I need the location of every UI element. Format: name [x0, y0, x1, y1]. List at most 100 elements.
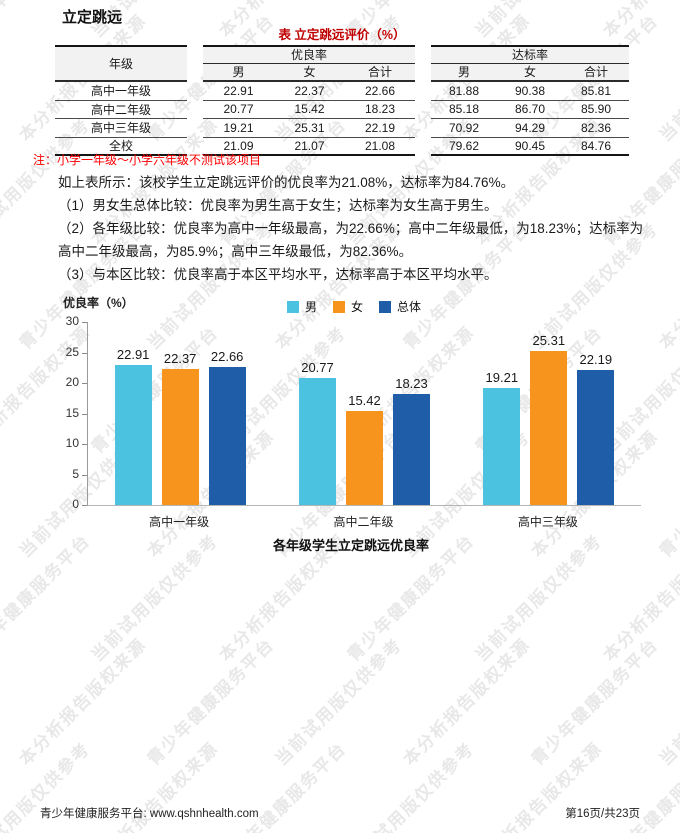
y-tick-mark: [82, 352, 87, 354]
excellent-female-value: 25.31: [274, 119, 345, 138]
bar-wrap: 22.66: [208, 349, 246, 505]
chart-y-axis-label: 优良率（%）: [63, 296, 134, 310]
grade-column-header: 年级: [55, 45, 187, 82]
bar-value-label: 22.19: [579, 351, 613, 367]
excellent-female-value: 15.42: [274, 101, 345, 119]
x-axis-category-label: 高中一年级: [149, 515, 210, 529]
bar-group-高中二年级: 20.77 15.42 18.23: [272, 360, 456, 505]
excellent-total-value: 18.23: [345, 101, 415, 119]
bar-女-高中三年级: [530, 350, 568, 505]
pass-female-value: 94.29: [497, 119, 563, 138]
y-tick-label: 0: [72, 497, 79, 511]
pass-total-value: 85.81: [563, 82, 629, 101]
pass-rate-group-header: 达标率: [431, 45, 629, 64]
legend-item-女: 女: [333, 298, 363, 315]
bar-group-高中一年级: 22.91 22.37 22.66: [88, 347, 272, 505]
pass-female-value: 90.38: [497, 82, 563, 101]
legend-label: 总体: [397, 300, 422, 314]
pass-male-value: 85.18: [431, 101, 497, 119]
stat-table: 年级 优良率 达标率 男 女 合计 男 女 合计 高中一年级 22.91 22.37…: [55, 45, 629, 156]
bar-男-高中三年级: [483, 387, 521, 505]
y-tick-label: 10: [65, 436, 79, 450]
grade-cell: 全校: [55, 138, 187, 156]
grade-cell: 高中三年级: [55, 119, 187, 138]
bar-wrap: 15.42: [345, 393, 383, 505]
y-tick-label: 20: [65, 375, 79, 389]
analysis-text: 如上表所示：该校学生立定跳远评价的优良率为21.08%，达标率为84.76%。 …: [58, 171, 652, 286]
x-axis-labels: 高中一年级 高中二年级 高中三年级: [87, 513, 640, 530]
y-tick-label: 15: [65, 405, 79, 420]
legend-swatch-icon: [333, 300, 346, 313]
pass-female-value: 90.45: [497, 138, 563, 156]
y-tick-label: 25: [65, 344, 79, 359]
x-axis-category-label: 高中二年级: [333, 515, 394, 529]
analysis-point-3: （3）与本区比较：优良率高于本区平均水平，达标率高于本区平均水平。: [58, 267, 498, 282]
y-tick-mark: [82, 383, 87, 384]
bar-男-高中一年级: [114, 365, 152, 505]
bar-group-高中三年级: 19.21 25.31 22.19: [457, 333, 641, 505]
bar-男-高中二年级: [298, 378, 336, 505]
pass-male-header: 男: [431, 63, 497, 82]
legend-swatch-icon: [379, 300, 392, 313]
analysis-point-1: （1）男女生总体比较：优良率为男生高于女生；达标率为女生高于男生。: [58, 198, 498, 213]
plot-area: 22.91 22.37 22.66 20.77 15.42 18.23 19.21 25.31…: [87, 322, 641, 506]
bar-wrap: 22.19: [577, 352, 615, 505]
bar-总体-高中三年级: [577, 369, 615, 505]
grade-excellent-rate-chart: 优良率（%） 男 女 总体 30 25 20 15 10 5 0 22.91 22.37 22.66…: [55, 292, 647, 564]
analysis-point-2: （2）各年级比较：优良率为高中一年级最高，为22.66%；高中二年级最低，为18…: [58, 221, 644, 259]
bar-value-label: 15.42: [348, 392, 381, 408]
pass-male-value: 81.88: [431, 82, 497, 101]
grade-cell: 高中一年级: [55, 82, 187, 101]
pass-male-value: 70.92: [431, 119, 497, 138]
excellent-total-header: 合计: [345, 63, 415, 82]
bar-value-label: 19.21: [485, 369, 519, 385]
pass-total-header: 合计: [563, 63, 629, 82]
y-tick-mark: [82, 505, 87, 506]
pass-total-value: 85.90: [563, 101, 629, 119]
bar-value-label: 25.31: [532, 332, 566, 348]
bar-value-label: 20.77: [301, 360, 334, 376]
pass-total-value: 84.76: [563, 138, 629, 156]
bar-wrap: 19.21: [483, 370, 521, 505]
legend-label: 男: [305, 300, 318, 314]
y-tick-mark: [82, 474, 87, 476]
y-axis: 30 25 20 15 10 5 0: [55, 292, 87, 532]
excellent-male-value: 22.91: [203, 82, 274, 101]
bar-wrap: 22.37: [161, 351, 199, 505]
bar-女-高中二年级: [345, 410, 383, 505]
bar-女-高中一年级: [161, 368, 199, 505]
excellent-female-header: 女: [274, 63, 345, 82]
y-tick-mark: [82, 444, 87, 445]
legend-item-总体: 总体: [379, 298, 421, 315]
excellent-male-value: 19.21: [203, 119, 274, 138]
bar-wrap: 20.77: [298, 360, 336, 505]
grade-cell: 高中二年级: [55, 101, 187, 119]
pass-female-value: 86.70: [497, 101, 563, 119]
table-title: 表 立定跳远评价（%）: [278, 28, 406, 42]
bar-value-label: 22.66: [210, 348, 244, 364]
bar-value-label: 22.91: [116, 347, 150, 363]
bar-value-label: 22.37: [163, 350, 197, 366]
legend-swatch-icon: [287, 300, 299, 313]
bar-wrap: 18.23: [392, 376, 430, 505]
footer-page-number: 第16页/共23页: [565, 808, 640, 820]
page-title: 立定跳远: [62, 9, 123, 26]
bar-value-label: 18.23: [395, 375, 428, 391]
bar-wrap: 25.31: [530, 333, 568, 505]
excellent-male-header: 男: [203, 63, 274, 82]
legend-item-男: 男: [287, 298, 317, 315]
excellent-rate-group-header: 优良率: [203, 45, 415, 64]
pass-female-header: 女: [497, 63, 563, 82]
y-tick-mark: [82, 413, 87, 415]
excellent-female-value: 21.07: [274, 138, 345, 156]
y-tick-mark: [82, 322, 87, 323]
y-tick-label: 30: [65, 314, 79, 328]
y-tick-label: 5: [72, 466, 79, 481]
bar-wrap: 22.91: [114, 347, 152, 505]
excellent-male-value: 20.77: [203, 101, 274, 119]
evaluation-table-block: 表 立定跳远评价（%） 年级 优良率 达标率 男 女 合计 男 女 合计 高中一…: [55, 24, 629, 156]
footer-platform-url: 青少年健康服务平台: www.qshnhealth.com: [40, 808, 259, 820]
bar-总体-高中二年级: [392, 393, 430, 505]
